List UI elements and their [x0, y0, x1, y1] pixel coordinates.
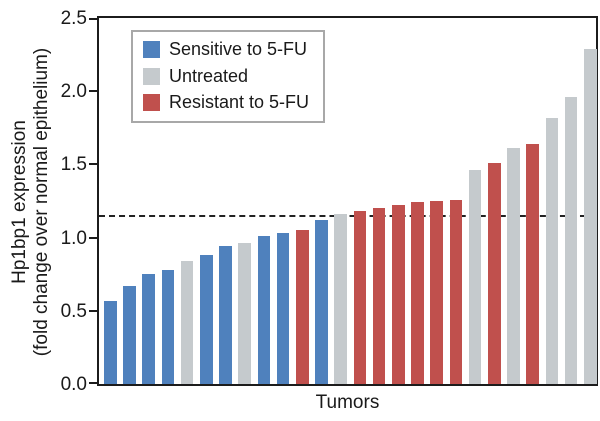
bar-tumor-14-resistant	[353, 211, 367, 384]
y-axis-tick	[89, 18, 97, 20]
legend-label-untreated: Untreated	[169, 65, 249, 86]
legend-label-sensitive: Sensitive to 5-FU	[169, 39, 308, 59]
bar-tumor-12-sensitive	[315, 220, 328, 384]
bar-tumor-9-sensitive	[257, 236, 271, 384]
legend: Sensitive to 5-FU Untreated Resistant to…	[131, 30, 326, 123]
y-axis-tick	[89, 236, 97, 239]
legend-label-resistant: Resistant to 5-FU	[169, 92, 310, 113]
legend-item-untreated: Untreated	[143, 66, 309, 88]
y-axis-label-line1: Hp1bp1 expression	[9, 120, 30, 284]
y-axis-tick	[89, 90, 97, 93]
bar-tumor-2-sensitive	[123, 285, 136, 384]
y-axis-tick-label: 1.0	[60, 227, 87, 249]
legend-swatch-resistant	[143, 94, 160, 112]
threshold-dashed-line	[99, 214, 596, 217]
bar-tumor-23-resistant	[526, 143, 539, 384]
legend-item-sensitive: Sensitive to 5-FU	[143, 39, 309, 61]
bar-tumor-18-resistant	[430, 201, 443, 384]
bar-tumor-17-resistant	[411, 202, 424, 384]
y-axis-label: Hp1bp1 expression (fold change over norm…	[9, 2, 53, 402]
bar-tumor-22-untreated	[507, 148, 520, 384]
y-axis-tick	[89, 163, 97, 166]
y-axis-tick-label: 0.0	[60, 374, 87, 395]
bar-tumor-7-sensitive	[219, 246, 232, 384]
y-axis-tick-label: 2.5	[60, 8, 87, 29]
bar-tumor-20-untreated	[468, 170, 482, 384]
y-axis-tick-label: 1.5	[60, 154, 87, 176]
bar-tumor-6-sensitive	[200, 255, 213, 384]
bar-tumor-25-untreated	[564, 97, 578, 384]
plot-area: 0.0 0.5 1.0 1.5 2.0 2.5	[61, 9, 598, 394]
bar-tumor-26-untreated	[584, 48, 597, 384]
y-axis-label-line2: (fold change over normal epithelium)	[31, 47, 52, 357]
bar-tumor-8-untreated	[238, 243, 251, 384]
y-axis-tick-label: 2.0	[60, 81, 87, 103]
bar-tumor-3-sensitive	[142, 274, 155, 384]
bar-tumor-11-resistant	[296, 230, 309, 384]
bar-tumor-4-sensitive	[161, 269, 175, 384]
bar-tumor-5-untreated	[180, 261, 194, 384]
bar-tumor-1-sensitive	[104, 300, 117, 384]
bar-tumor-19-resistant	[449, 199, 463, 384]
bar-tumor-24-untreated	[545, 117, 559, 384]
bar-tumor-16-resistant	[392, 205, 405, 384]
y-axis-tick	[89, 382, 97, 384]
legend-item-resistant: Resistant to 5-FU	[143, 92, 309, 114]
x-axis-label: Tumors	[315, 392, 380, 413]
bar-tumor-10-sensitive	[276, 233, 290, 384]
legend-swatch-untreated	[143, 67, 160, 85]
bar-tumor-13-untreated	[334, 214, 347, 384]
bar-tumor-15-resistant	[372, 208, 386, 384]
y-axis-tick-label: 0.5	[60, 300, 87, 322]
y-axis-tick	[89, 309, 97, 312]
legend-swatch-sensitive	[143, 41, 160, 59]
bar-tumor-21-resistant	[488, 162, 501, 384]
